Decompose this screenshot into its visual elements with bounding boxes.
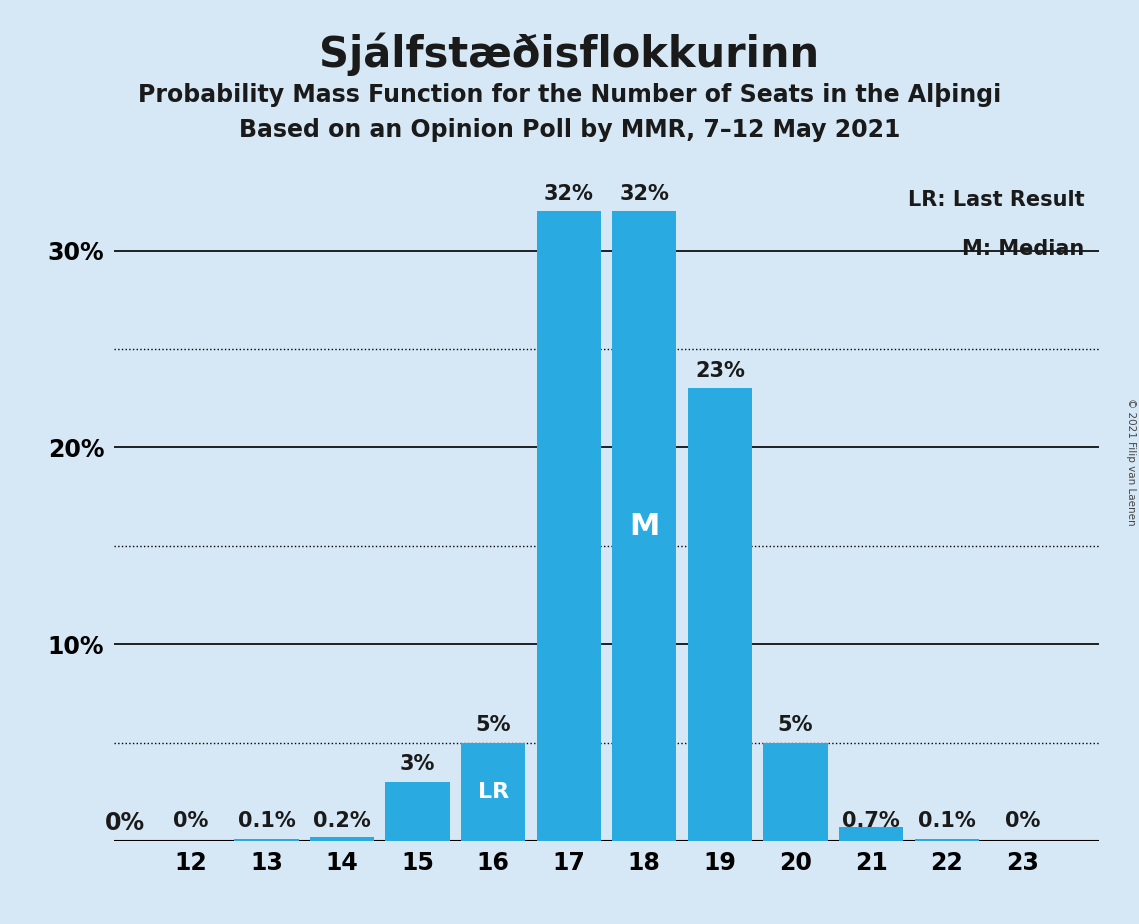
Bar [915,839,978,841]
Bar [536,212,601,841]
Text: M: Median: M: Median [962,238,1084,259]
Text: 0.2%: 0.2% [313,811,371,831]
Text: 32%: 32% [620,184,670,203]
Text: 3%: 3% [400,754,435,774]
Bar [385,782,450,841]
Text: 0%: 0% [1005,811,1040,831]
Text: LR: Last Result: LR: Last Result [908,190,1084,211]
Text: 0.7%: 0.7% [842,811,900,831]
Bar [763,743,828,841]
Text: 0.1%: 0.1% [918,811,975,831]
Text: M: M [629,512,659,541]
Text: 0%: 0% [173,811,208,831]
Text: 23%: 23% [695,360,745,381]
Bar [310,837,374,841]
Bar [235,839,298,841]
Text: LR: LR [477,782,509,802]
Bar [688,388,752,841]
Text: 0.1%: 0.1% [238,811,295,831]
Bar [839,827,903,841]
Text: © 2021 Filip van Laenen: © 2021 Filip van Laenen [1126,398,1136,526]
Text: Sjálfstæðisflokkurinn: Sjálfstæðisflokkurinn [319,32,820,76]
Text: Probability Mass Function for the Number of Seats in the Alþingi: Probability Mass Function for the Number… [138,83,1001,107]
Text: 32%: 32% [543,184,593,203]
Text: 5%: 5% [778,714,813,735]
Text: 0%: 0% [105,811,146,835]
Bar [461,743,525,841]
Text: Based on an Opinion Poll by MMR, 7–12 May 2021: Based on an Opinion Poll by MMR, 7–12 Ma… [239,118,900,142]
Bar [612,212,677,841]
Text: 5%: 5% [475,714,511,735]
